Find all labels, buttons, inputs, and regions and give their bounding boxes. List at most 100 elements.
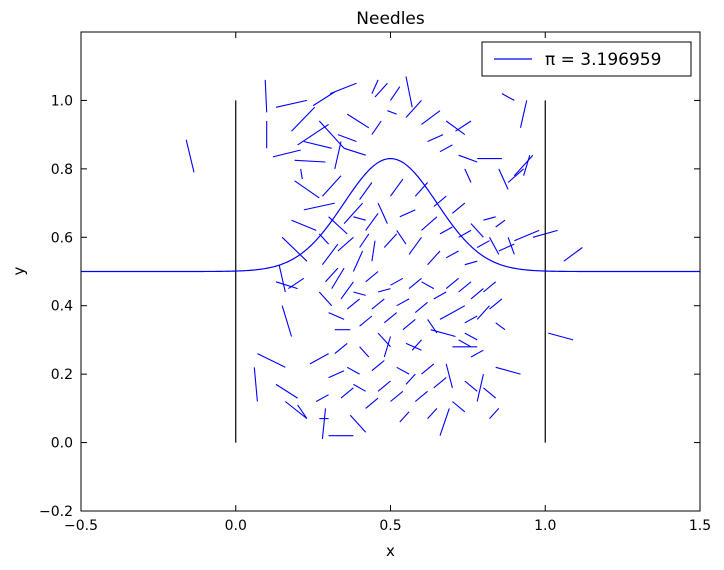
- needle: [359, 346, 370, 358]
- y-axis-label: y: [10, 266, 28, 275]
- needle: [498, 168, 509, 190]
- needle: [377, 288, 391, 293]
- needle: [300, 168, 303, 180]
- needle: [414, 301, 428, 314]
- needle: [325, 267, 339, 283]
- needle: [185, 139, 195, 173]
- needle: [365, 271, 379, 283]
- needle: [470, 288, 484, 300]
- needle: [329, 82, 357, 95]
- needle: [291, 106, 316, 132]
- needle: [399, 209, 416, 218]
- x-axis-label: x: [386, 542, 395, 560]
- x-tick-label: 1.5: [689, 518, 711, 534]
- needle: [303, 140, 332, 149]
- needle: [371, 240, 376, 262]
- chart-title: Needles: [356, 9, 425, 29]
- needle: [489, 408, 500, 419]
- y-tick-label: 1.0: [51, 93, 73, 109]
- needle: [433, 377, 447, 389]
- needle: [523, 155, 531, 176]
- needle: [414, 390, 428, 402]
- needle: [346, 366, 360, 375]
- needle: [519, 100, 528, 128]
- needle: [321, 408, 327, 440]
- needle: [346, 298, 360, 310]
- needle: [405, 100, 422, 118]
- needle: [455, 120, 472, 132]
- needle: [257, 353, 286, 368]
- needle: [340, 281, 354, 300]
- needle: [377, 332, 391, 348]
- needle: [396, 230, 407, 245]
- needle: [371, 298, 385, 310]
- needle: [452, 401, 466, 413]
- needle: [343, 147, 366, 156]
- needle: [433, 291, 447, 300]
- needle: [353, 383, 366, 392]
- needle: [284, 401, 308, 420]
- needle: [390, 277, 404, 286]
- needle: [294, 159, 326, 163]
- needle: [396, 298, 410, 307]
- needle: [297, 404, 308, 419]
- needle: [346, 113, 370, 129]
- needle: [390, 390, 404, 402]
- needle: [288, 277, 305, 290]
- needle: [563, 247, 583, 262]
- needle: [489, 237, 500, 255]
- needle: [334, 141, 342, 170]
- needle: [408, 236, 422, 255]
- y-tick-label: 0.6: [51, 230, 73, 246]
- needle: [402, 318, 416, 331]
- needle: [377, 202, 388, 224]
- needle: [464, 332, 478, 341]
- needle: [421, 281, 435, 290]
- needle: [377, 380, 391, 392]
- needle: [359, 315, 373, 327]
- needle: [371, 120, 382, 135]
- needle: [315, 394, 329, 402]
- needle: [337, 134, 357, 143]
- needle: [371, 79, 379, 94]
- needle: [309, 353, 329, 365]
- needle: [507, 168, 524, 183]
- needle: [281, 236, 308, 262]
- needle: [498, 243, 515, 252]
- needle: [405, 76, 413, 108]
- needle: [405, 342, 422, 351]
- y-tick-label: 0.0: [51, 436, 73, 452]
- x-axis-ticks: −0.5 0.0 0.5 1.0 1.5: [64, 32, 711, 534]
- plot-area: [81, 76, 700, 443]
- needle: [507, 237, 515, 255]
- needle: [365, 397, 379, 409]
- y-tick-label: 0.4: [51, 299, 73, 315]
- needle: [387, 110, 397, 115]
- needle: [433, 195, 447, 207]
- needle: [421, 110, 441, 125]
- needle: [396, 366, 410, 375]
- needle: [458, 339, 472, 348]
- needle: [464, 168, 472, 183]
- needle: [414, 182, 429, 197]
- needle: [253, 367, 258, 402]
- x-tick-label: −0.5: [64, 518, 98, 534]
- needle: [353, 216, 366, 221]
- needle: [439, 144, 453, 153]
- needle: [445, 277, 459, 290]
- needle: [548, 332, 574, 341]
- needle: [275, 281, 298, 290]
- needle: [390, 86, 401, 101]
- needle: [303, 202, 335, 211]
- needle: [297, 123, 329, 146]
- needle: [365, 212, 379, 231]
- needle: [321, 175, 342, 197]
- needle: [337, 236, 354, 252]
- needle: [476, 305, 490, 320]
- y-axis-ticks: −0.2 0.0 0.2 0.4 0.6 0.8 1.0: [39, 93, 700, 520]
- needle: [501, 93, 515, 101]
- needle: [328, 370, 345, 379]
- needle: [349, 414, 367, 433]
